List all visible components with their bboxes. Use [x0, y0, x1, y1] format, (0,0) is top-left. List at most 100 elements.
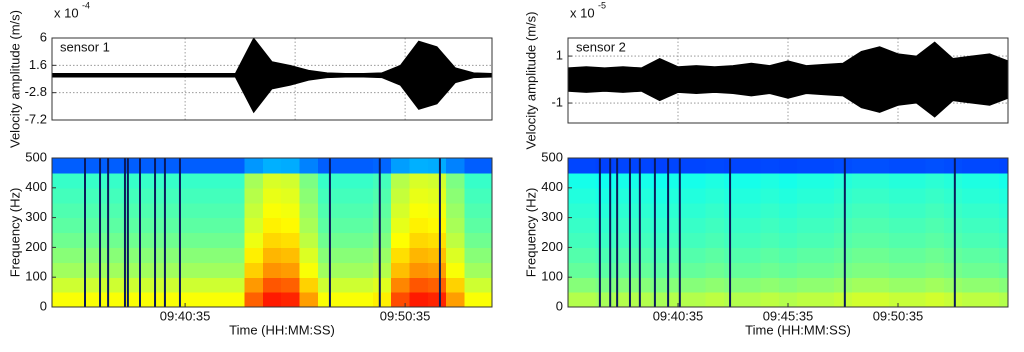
spectrogram-cell	[134, 277, 154, 293]
spectrogram-cell	[577, 292, 597, 307]
spectrogram-cell	[317, 158, 337, 174]
spectrogram-cell	[650, 277, 670, 293]
spectrogram-cell	[317, 277, 337, 293]
spectrogram-cell	[446, 217, 466, 234]
spectrogram-cell	[244, 277, 264, 293]
y-tick-label: 500	[541, 149, 563, 164]
spectrogram-cell	[409, 232, 429, 248]
y-tick-label: 1	[556, 48, 563, 63]
spectrogram-cell	[61, 247, 81, 263]
spectrogram-cell	[189, 262, 209, 278]
spectrogram-cell	[962, 232, 982, 248]
y-axis-label: Velocity amplitude (m/s)	[7, 10, 22, 148]
spectrogram-cell	[464, 247, 484, 263]
spectrogram-cell	[409, 158, 429, 174]
spectrogram-cell	[815, 262, 835, 278]
spectrogram-cell	[391, 247, 411, 263]
spectrogram-cell	[778, 158, 798, 174]
spectrogram-cell	[317, 292, 337, 307]
spectrogram-cell	[354, 232, 374, 248]
spectrogram-cell	[613, 262, 633, 278]
spectrogram-cell	[427, 292, 447, 307]
plot-frame	[51, 37, 493, 121]
spectrogram-cell	[723, 262, 743, 278]
spectrogram-cell	[687, 172, 707, 189]
spectrogram-cell	[299, 172, 319, 189]
spectrogram-cell	[723, 292, 743, 307]
spectrogram-cell	[52, 187, 62, 204]
spectrogram-cell	[354, 172, 374, 189]
spectrogram-cell	[464, 232, 484, 248]
spectrogram-cell	[577, 202, 597, 219]
spectrogram-cell	[427, 247, 447, 263]
spectrogram-cell	[262, 217, 282, 234]
spectrogram-cell	[833, 232, 853, 248]
spectrogram-cell	[705, 202, 725, 219]
spectrogram-cell	[888, 292, 908, 307]
spectrogram-cell	[852, 172, 872, 189]
spectrogram-cell	[52, 158, 62, 174]
spectrogram-cell	[613, 292, 633, 307]
spectrogram-cell	[632, 217, 652, 234]
spectrogram-cell	[577, 217, 597, 234]
spectrogram-cell	[482, 262, 492, 278]
spectrogram-cell	[815, 277, 835, 293]
spectrogram-cell	[281, 232, 301, 248]
spectrogram-cell	[391, 202, 411, 219]
spectrogram-cell	[446, 172, 466, 189]
spectrogram-cell	[568, 158, 578, 174]
spectrogram-cell	[446, 292, 466, 307]
spectrogram-cell	[632, 158, 652, 174]
spectrogram-cell	[317, 172, 337, 189]
spectrogram-cell	[409, 217, 429, 234]
spectrogram-cell	[907, 217, 927, 234]
spectrogram-cell	[668, 202, 688, 219]
spectrogram-cell	[668, 232, 688, 248]
spectrogram-cell	[262, 262, 282, 278]
spectrogram-cell	[668, 172, 688, 189]
spectrogram-cell	[778, 172, 798, 189]
spectrogram-cell	[372, 262, 392, 278]
spectrogram-cell	[980, 217, 1000, 234]
spectrogram-cell	[650, 232, 670, 248]
spectrogram-cell	[870, 292, 890, 307]
spectrogram-cell	[244, 262, 264, 278]
y-tick-label: 200	[25, 239, 47, 254]
spectrogram-cell	[226, 232, 246, 248]
spectrogram-cell	[925, 232, 945, 248]
spectrogram-cell	[61, 158, 81, 174]
spectrogram-cell	[79, 232, 99, 248]
y-tick-label: 300	[25, 209, 47, 224]
spectrogram-cell	[833, 262, 853, 278]
spectrogram-cell	[317, 262, 337, 278]
spectrogram-cell	[299, 277, 319, 293]
scale-exponent: -4	[82, 0, 90, 10]
spectrogram-cell	[760, 187, 780, 204]
spectrogram-cell	[760, 172, 780, 189]
spectrogram-cell	[391, 172, 411, 189]
spectrogram-cell	[577, 172, 597, 189]
spectrogram-cell	[482, 217, 492, 234]
spectrogram-cell	[409, 187, 429, 204]
spectrogram-cell	[207, 172, 227, 189]
spectrogram-cell	[650, 158, 670, 174]
y-tick-label: 300	[541, 209, 563, 224]
spectrogram-cell	[925, 187, 945, 204]
spectrogram-cell	[870, 262, 890, 278]
spectrogram-cell	[79, 187, 99, 204]
spectrogram-cell	[742, 232, 762, 248]
spectrogram-cell	[613, 187, 633, 204]
spectrogram-cell	[998, 187, 1008, 204]
spectrogram-cell	[568, 217, 578, 234]
spectrogram-cell	[568, 247, 578, 263]
x-tick-label: 09:45:35	[763, 308, 814, 323]
spectrogram-cell	[760, 232, 780, 248]
spectrogram-cell	[595, 172, 615, 189]
spectrogram-cell	[852, 187, 872, 204]
spectrogram-cell	[52, 202, 62, 219]
spectrogram-cell	[980, 202, 1000, 219]
y-tick-label: 6	[40, 29, 47, 44]
spectrogram-cell	[723, 217, 743, 234]
spectrogram-cell	[723, 172, 743, 189]
spectrogram-cell	[962, 187, 982, 204]
